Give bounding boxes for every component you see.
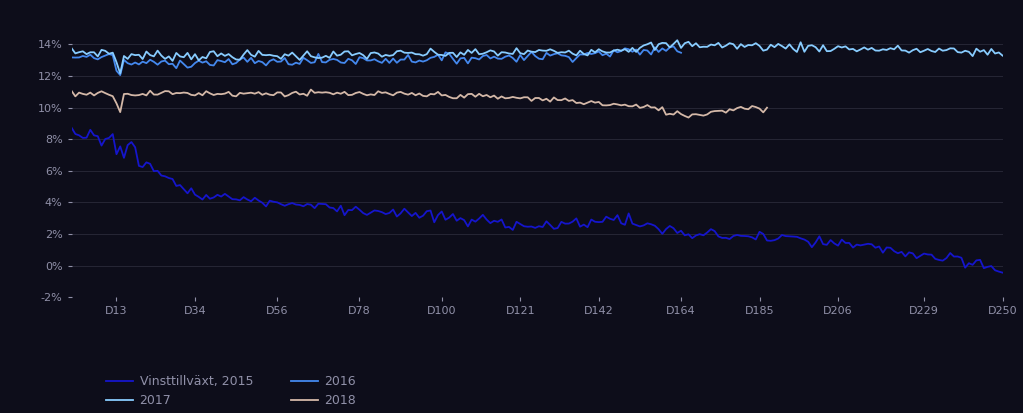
2016 (675, 50, 687, 55)
2017 (222, 52, 234, 57)
2017 (454, 50, 466, 55)
2018 (65, 88, 78, 93)
Vinsttillväxt, 2015 (65, 125, 78, 130)
Vinsttillväxt, 2015 (450, 218, 462, 223)
2017 (115, 71, 127, 76)
2016 (540, 50, 552, 55)
2016 (649, 45, 661, 50)
2017 (716, 45, 728, 50)
2017 (967, 54, 979, 59)
Line: 2016: 2016 (72, 46, 681, 75)
2018 (682, 115, 695, 120)
Vinsttillväxt, 2015 (439, 217, 451, 222)
2016 (361, 58, 373, 63)
Line: 2017: 2017 (72, 40, 1003, 74)
Line: Vinsttillväxt, 2015: Vinsttillväxt, 2015 (72, 128, 1003, 273)
Vinsttillväxt, 2015 (959, 265, 971, 270)
2018 (92, 90, 104, 95)
Vinsttillväxt, 2015 (709, 229, 721, 234)
2018 (761, 105, 773, 110)
2017 (608, 48, 620, 53)
2016 (667, 44, 679, 49)
2017 (671, 38, 683, 43)
2018 (630, 102, 642, 107)
Vinsttillväxt, 2015 (996, 270, 1009, 275)
2017 (65, 46, 78, 51)
2016 (65, 55, 78, 60)
Line: 2018: 2018 (72, 90, 767, 118)
2016 (163, 62, 175, 66)
2017 (443, 50, 455, 55)
Vinsttillväxt, 2015 (604, 216, 616, 221)
Legend: Vinsttillväxt, 2015, 2017, 2016, 2018: Vinsttillväxt, 2015, 2017, 2016, 2018 (105, 375, 356, 407)
2016 (515, 52, 527, 57)
Vinsttillväxt, 2015 (219, 191, 231, 196)
2016 (115, 73, 127, 78)
2016 (316, 59, 328, 64)
2018 (526, 98, 538, 103)
2018 (215, 92, 227, 97)
2018 (637, 104, 650, 109)
2018 (305, 87, 317, 92)
2018 (406, 90, 418, 95)
2017 (996, 53, 1009, 58)
